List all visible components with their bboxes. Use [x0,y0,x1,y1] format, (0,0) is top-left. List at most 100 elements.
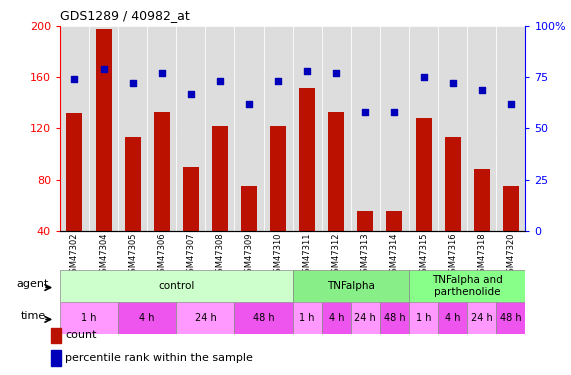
Text: GSM47318: GSM47318 [477,232,486,278]
FancyBboxPatch shape [206,26,235,231]
Text: 1 h: 1 h [416,313,431,323]
Bar [154,112,170,231]
Point [448,81,457,87]
Text: GSM47309: GSM47309 [244,232,254,278]
Text: 24 h: 24 h [471,313,493,323]
FancyBboxPatch shape [438,26,467,231]
Bar [235,302,292,334]
Bar [438,302,467,334]
Point [157,70,166,76]
FancyBboxPatch shape [321,26,351,231]
Bar [380,302,409,334]
Text: 1 h: 1 h [81,313,97,323]
Bar [292,270,409,302]
Text: GSM47308: GSM47308 [215,232,224,278]
FancyBboxPatch shape [409,26,438,231]
Bar [60,302,118,334]
Bar [496,302,525,334]
Bar [445,137,461,231]
FancyBboxPatch shape [235,26,264,231]
Text: agent: agent [17,279,49,290]
Bar [124,137,140,231]
Text: 4 h: 4 h [445,313,460,323]
FancyBboxPatch shape [264,26,292,231]
Text: 48 h: 48 h [500,313,521,323]
Bar [328,112,344,231]
Text: 24 h: 24 h [355,313,376,323]
Text: GSM47302: GSM47302 [70,232,79,278]
FancyBboxPatch shape [496,26,525,231]
Point [332,70,341,76]
Point [274,78,283,84]
Point [361,109,370,115]
Bar [409,302,438,334]
Bar [60,270,292,302]
Point [477,87,486,93]
Text: GSM47314: GSM47314 [390,232,399,278]
Text: time: time [21,311,46,321]
Bar [50,328,61,343]
Point [186,91,195,97]
Text: GSM47313: GSM47313 [361,232,370,278]
Bar [212,126,228,231]
Text: count: count [65,330,96,340]
Point [215,78,224,84]
Text: control: control [158,281,195,291]
Text: GSM47312: GSM47312 [332,232,341,278]
Text: GSM47316: GSM47316 [448,232,457,278]
Point [506,101,516,107]
Bar [503,186,519,231]
Text: 4 h: 4 h [328,313,344,323]
Bar [474,170,490,231]
Bar [118,302,176,334]
Point [244,101,254,107]
Bar [176,302,235,334]
Bar [467,302,496,334]
Point [419,74,428,80]
Bar [292,302,321,334]
Text: GSM47310: GSM47310 [274,232,283,278]
Text: 48 h: 48 h [384,313,405,323]
Text: GSM47306: GSM47306 [157,232,166,278]
Text: GSM47307: GSM47307 [186,232,195,278]
Point [303,68,312,74]
Bar [66,113,82,231]
Bar [357,211,373,231]
Bar [299,88,315,231]
Text: 1 h: 1 h [299,313,315,323]
Point [70,76,79,82]
Bar [416,118,432,231]
FancyBboxPatch shape [147,26,176,231]
FancyBboxPatch shape [351,26,380,231]
Text: 24 h: 24 h [195,313,216,323]
Bar [387,211,403,231]
Bar [95,29,111,231]
Bar [321,302,351,334]
Text: 48 h: 48 h [253,313,274,323]
Text: GDS1289 / 40982_at: GDS1289 / 40982_at [60,9,190,22]
Point [390,109,399,115]
FancyBboxPatch shape [60,26,89,231]
Text: GSM47304: GSM47304 [99,232,108,278]
Point [128,81,137,87]
Bar [270,126,286,231]
Bar [409,270,525,302]
FancyBboxPatch shape [118,26,147,231]
Bar [241,186,257,231]
Text: 4 h: 4 h [139,313,155,323]
FancyBboxPatch shape [89,26,118,231]
Bar [183,167,199,231]
Text: GSM47305: GSM47305 [128,232,137,278]
Bar [50,350,61,366]
Bar [351,302,380,334]
Point [99,66,108,72]
Text: GSM47311: GSM47311 [303,232,312,278]
FancyBboxPatch shape [380,26,409,231]
Text: TNFalpha and
parthenolide: TNFalpha and parthenolide [432,275,502,297]
Text: GSM47320: GSM47320 [506,232,515,278]
Text: percentile rank within the sample: percentile rank within the sample [65,353,253,363]
FancyBboxPatch shape [292,26,321,231]
Text: TNFalpha: TNFalpha [327,281,375,291]
FancyBboxPatch shape [467,26,496,231]
Text: GSM47315: GSM47315 [419,232,428,278]
